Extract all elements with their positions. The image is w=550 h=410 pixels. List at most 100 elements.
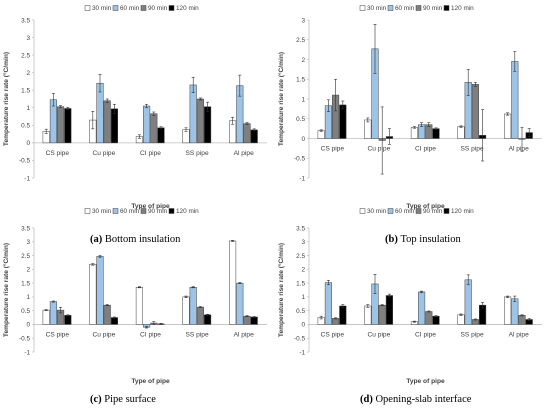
legend-swatch-120min: [168, 208, 175, 214]
y-tick-label: 0.5: [296, 116, 305, 123]
category-label: SS pipe: [186, 331, 209, 338]
bar-60min-ci-pipe: [143, 105, 151, 144]
bar-60min-ci-pipe: [418, 291, 426, 325]
y-tick-label: 1.5: [21, 280, 30, 287]
legend-swatch-60min: [387, 5, 394, 11]
bar-120min-cs-pipe: [64, 315, 72, 325]
legend-label: 30 min: [92, 5, 112, 12]
bar-120min-ss-pipe: [204, 314, 212, 325]
bar-30min-al-pipe: [229, 240, 237, 325]
bar-120min-cs-pipe: [339, 305, 347, 325]
caption-text: Opening-slab interface: [373, 394, 472, 405]
panel-caption: (b) Top insulation: [385, 234, 461, 245]
panel-caption: (c) Pipe surface: [90, 394, 156, 405]
bar-30min-cs-pipe: [42, 309, 50, 325]
bar-60min-ss-pipe: [464, 279, 472, 325]
category-label: CI pipe: [415, 146, 436, 153]
category-label: CI pipe: [140, 150, 161, 157]
y-tick-label: 3: [26, 239, 30, 246]
legend-swatch-120min: [443, 208, 450, 214]
legend-label: 120 min: [451, 5, 474, 12]
bar-60min-cs-pipe: [324, 282, 332, 325]
category-label: Cu pipe: [368, 331, 391, 338]
y-axis-title: Temperature rise rate (°C/min): [2, 52, 10, 146]
category-label: CS pipe: [321, 331, 345, 338]
category-label: SS pipe: [461, 146, 484, 153]
legend-swatch-120min: [443, 5, 450, 11]
bar-90min-ci-pipe: [425, 311, 433, 325]
y-tick-label: -0.5: [19, 158, 30, 165]
caption-letter: (b): [385, 234, 398, 245]
bar-30min-cu-pipe: [89, 264, 97, 325]
y-tick-label: 0: [26, 140, 30, 147]
legend-label: 120 min: [176, 5, 199, 12]
y-tick-label: 0: [301, 136, 305, 143]
y-tick-label: 2: [301, 267, 305, 274]
y-tick-label: 0.5: [296, 308, 305, 315]
category-label: CI pipe: [415, 331, 436, 338]
category-label: Al pipe: [509, 331, 529, 338]
bar-30min-cu-pipe: [364, 305, 372, 325]
y-tick-label: 3: [26, 35, 30, 42]
y-tick-label: -1: [24, 349, 30, 356]
y-tick-label: 1: [301, 96, 305, 103]
y-tick-label: -1: [24, 175, 30, 182]
y-tick-label: 3.5: [296, 225, 305, 232]
bar-30min-ss-pipe: [182, 296, 190, 325]
bar-90min-ss-pipe: [196, 306, 204, 325]
legend-label: 60 min: [120, 208, 140, 215]
category-label: CI pipe: [140, 331, 161, 338]
bar-120min-ci-pipe: [432, 128, 440, 139]
chart-panel-b: -1 -0.5 0 0.5 1 1.5 2 2.5 3 Temperature rise rate…: [277, 5, 542, 245]
caption-letter: (d): [360, 394, 373, 405]
y-tick-label: 0: [301, 322, 305, 329]
bar-60min-ss-pipe: [189, 286, 197, 325]
legend-label: 60 min: [395, 208, 415, 215]
bar-90min-ci-pipe: [150, 113, 158, 144]
legend-label: 30 min: [92, 208, 112, 215]
legend-swatch-60min: [387, 208, 394, 214]
bar-30min-cs-pipe: [317, 130, 325, 139]
category-label: Al pipe: [234, 331, 254, 338]
y-tick-label: 2: [26, 267, 30, 274]
bar-90min-ss-pipe: [196, 98, 204, 144]
bar-120min-cs-pipe: [339, 104, 347, 139]
bar-30min-al-pipe: [504, 113, 512, 139]
caption-letter: (a): [90, 234, 103, 245]
caption-letter: (c): [90, 394, 102, 405]
y-tick-label: 3: [301, 17, 305, 24]
x-axis-title: Type of pipe: [131, 203, 170, 210]
legend-label: 90 min: [423, 5, 443, 12]
legend-swatch-30min: [84, 208, 91, 214]
bar-30min-cu-pipe: [364, 119, 372, 139]
y-tick-label: -0.5: [19, 336, 30, 343]
legend-swatch-60min: [112, 208, 119, 214]
bar-120min-cs-pipe: [64, 108, 72, 144]
y-tick-label: 2.5: [296, 37, 305, 44]
y-axis-title: Temperature rise rate (°C/min): [277, 52, 285, 146]
x-axis-title: Type of pipe: [131, 378, 170, 385]
bar-30min-al-pipe: [504, 296, 512, 325]
bar-120min-al-pipe: [250, 129, 258, 144]
y-axis-title: Temperature rise rate (°C/min): [277, 243, 285, 337]
bar-120min-cu-pipe: [110, 108, 118, 144]
chart-panel-d: -1 -0.5 0 0.5 1 1.5 2 2.5 3 3.5 Temperature rise r…: [277, 208, 542, 405]
legend-label: 60 min: [120, 5, 140, 12]
category-label: CS pipe: [46, 331, 70, 338]
y-axis-title: Temperature rise rate (°C/min): [2, 243, 10, 337]
y-tick-label: 0: [26, 322, 30, 329]
y-tick-label: 2: [26, 70, 30, 77]
y-tick-label: 1: [26, 105, 30, 112]
legend-label: 120 min: [176, 208, 199, 215]
legend-swatch-90min: [415, 5, 422, 11]
legend-swatch-30min: [359, 5, 366, 11]
bar-90min-cu-pipe: [103, 100, 111, 144]
chart-panel-c: -1 -0.5 0 0.5 1 1.5 2 2.5 3 3.5 Temperature rise r…: [2, 208, 267, 405]
bar-30min-ss-pipe: [457, 126, 465, 139]
bar-90min-ss-pipe: [471, 84, 479, 139]
y-tick-label: -1: [299, 175, 305, 182]
bar-90min-al-pipe: [243, 315, 251, 325]
y-tick-label: 2.5: [21, 253, 30, 260]
bar-60min-al-pipe: [511, 298, 519, 325]
